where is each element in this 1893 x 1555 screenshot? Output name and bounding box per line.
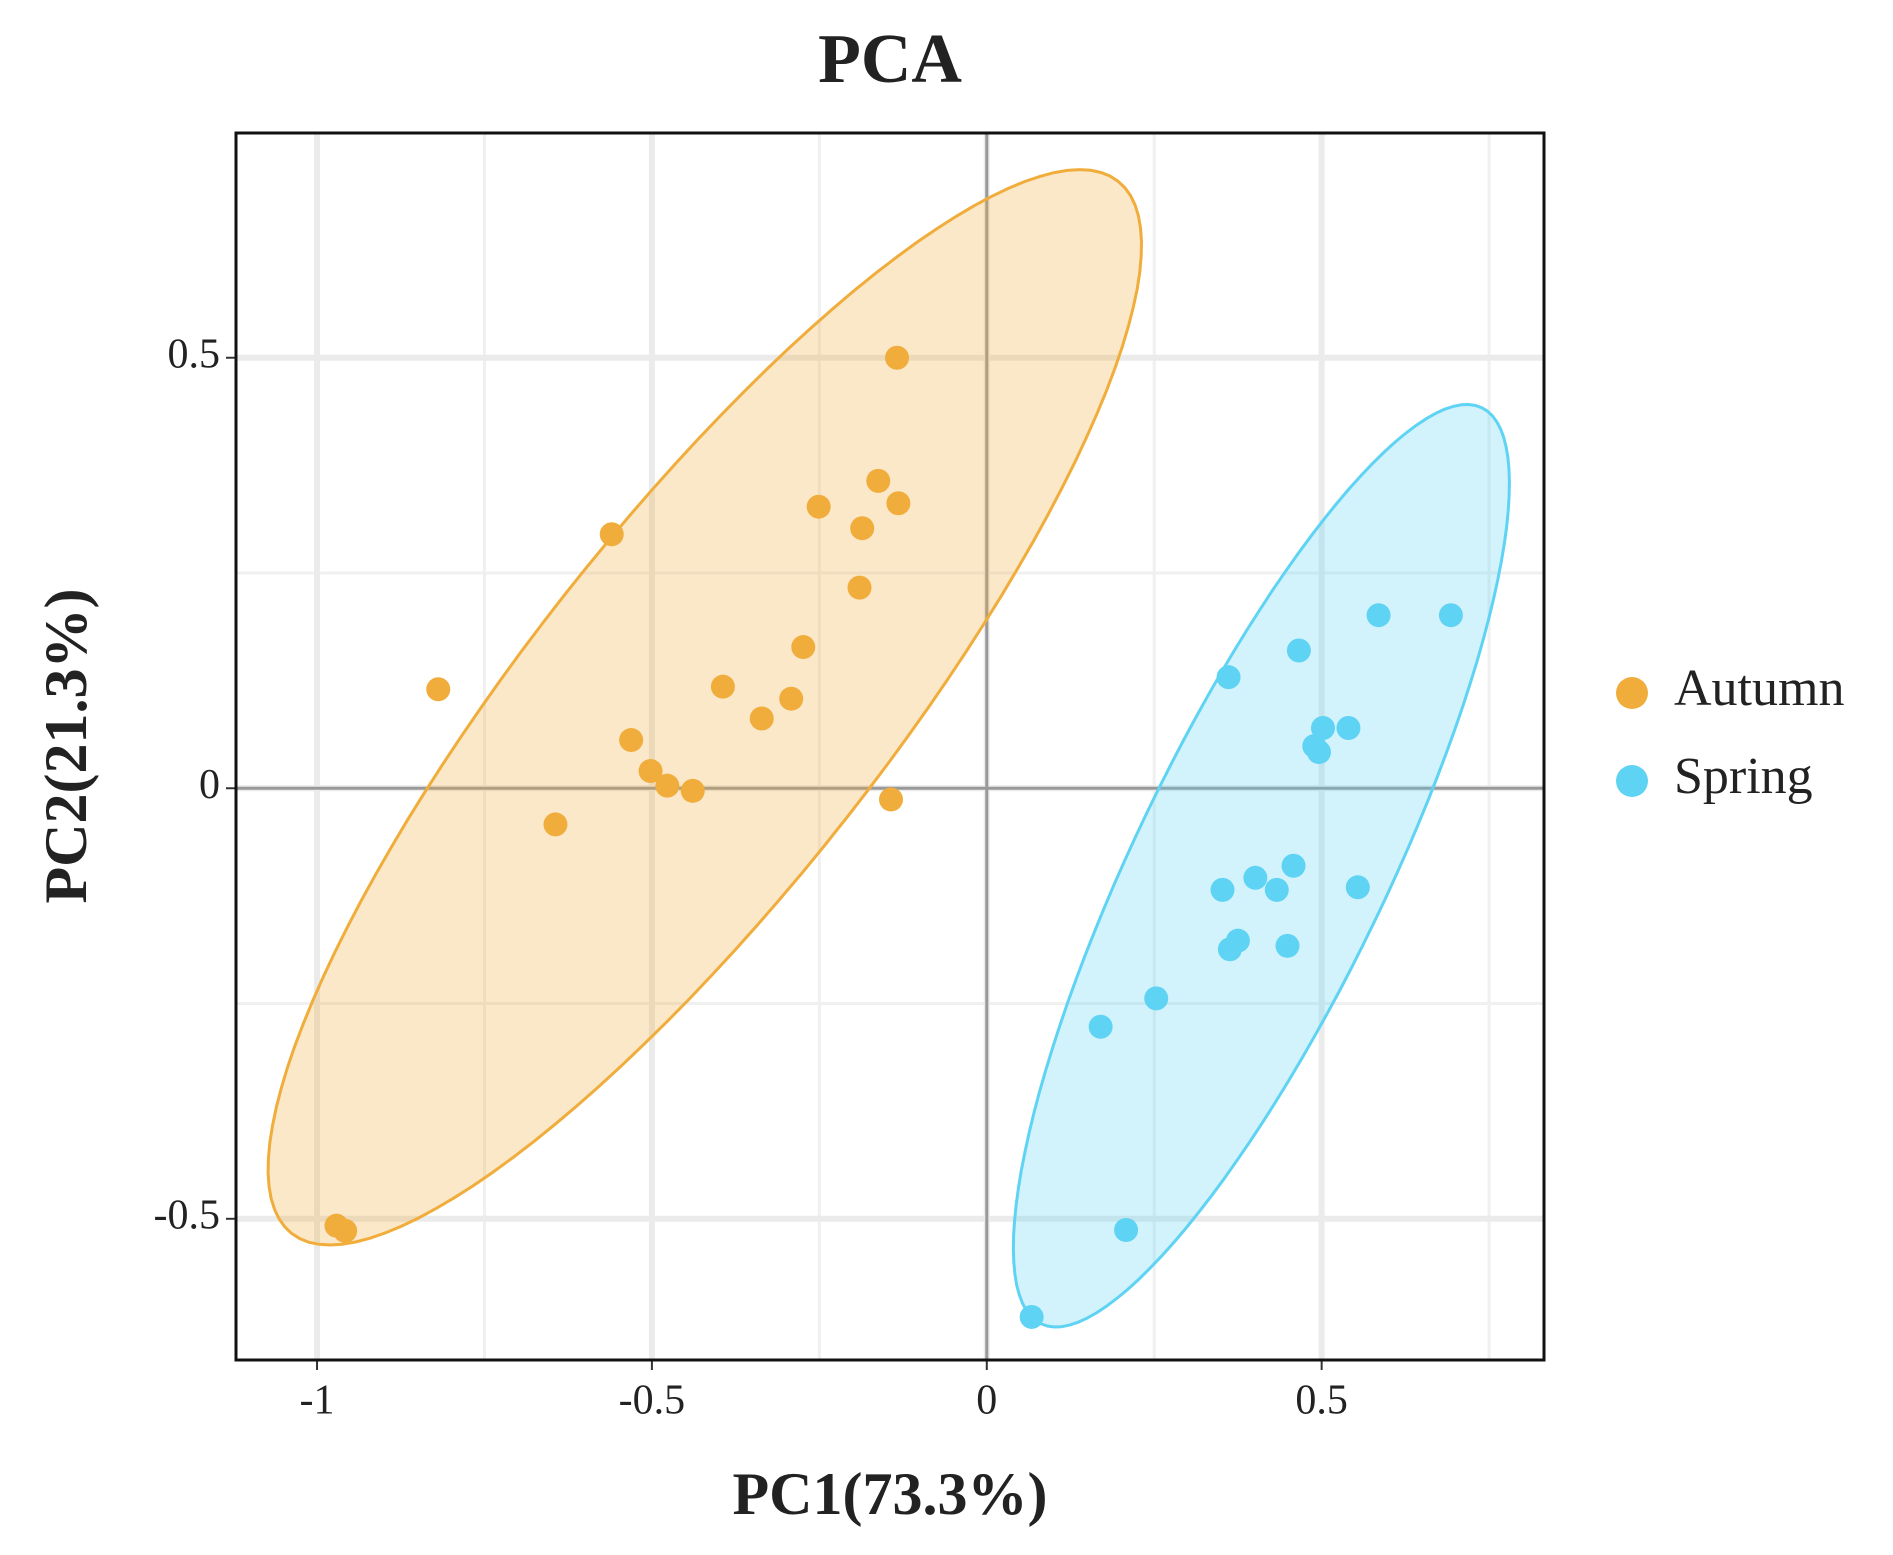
point (680, 778, 705, 803)
point (1216, 665, 1241, 690)
point (850, 516, 875, 541)
point (1438, 603, 1463, 628)
point (599, 522, 624, 547)
x-tick-label: -0.5 (619, 1378, 686, 1424)
y-axis-label: PC2(21.3%) (33, 589, 99, 904)
point (1217, 937, 1242, 962)
point (655, 773, 680, 798)
point (879, 787, 904, 812)
point (1366, 603, 1391, 628)
point (619, 728, 644, 753)
y-tick-label: 0.5 (168, 331, 221, 377)
point (333, 1218, 358, 1243)
point (1286, 638, 1311, 663)
point (1281, 853, 1306, 878)
chart-title: PCA (818, 21, 962, 98)
point (1336, 715, 1361, 740)
point (1019, 1304, 1044, 1329)
point (1243, 865, 1268, 890)
y-tick-label: -0.5 (154, 1192, 221, 1238)
legend-label: Spring (1674, 748, 1813, 805)
point (1088, 1014, 1113, 1039)
confidence-ellipse (266, 168, 1144, 1247)
point (426, 677, 451, 702)
legend-marker (1616, 677, 1648, 709)
x-tick-label: -1 (300, 1378, 335, 1424)
legend-label: Autumn (1674, 660, 1844, 717)
point (885, 345, 910, 370)
point (779, 686, 804, 711)
point (1310, 715, 1335, 740)
point (1275, 933, 1300, 958)
x-tick-label: 0 (976, 1378, 997, 1424)
point (1264, 877, 1289, 902)
x-axis-label: PC1(73.3%) (733, 1461, 1048, 1527)
point (1144, 986, 1169, 1011)
point (638, 759, 663, 784)
point (791, 635, 816, 660)
point (847, 575, 872, 600)
legend-marker (1616, 765, 1648, 797)
point (1210, 877, 1235, 902)
point (866, 468, 891, 493)
point (543, 812, 568, 837)
point (710, 674, 735, 699)
point (1114, 1217, 1139, 1242)
y-tick-label: 0 (199, 762, 220, 808)
point (1345, 875, 1370, 900)
point (749, 706, 774, 731)
point (886, 491, 911, 516)
point (1306, 740, 1331, 765)
x-tick-label: 0.5 (1295, 1378, 1348, 1424)
plot-border (234, 131, 1546, 1362)
point (806, 494, 831, 519)
